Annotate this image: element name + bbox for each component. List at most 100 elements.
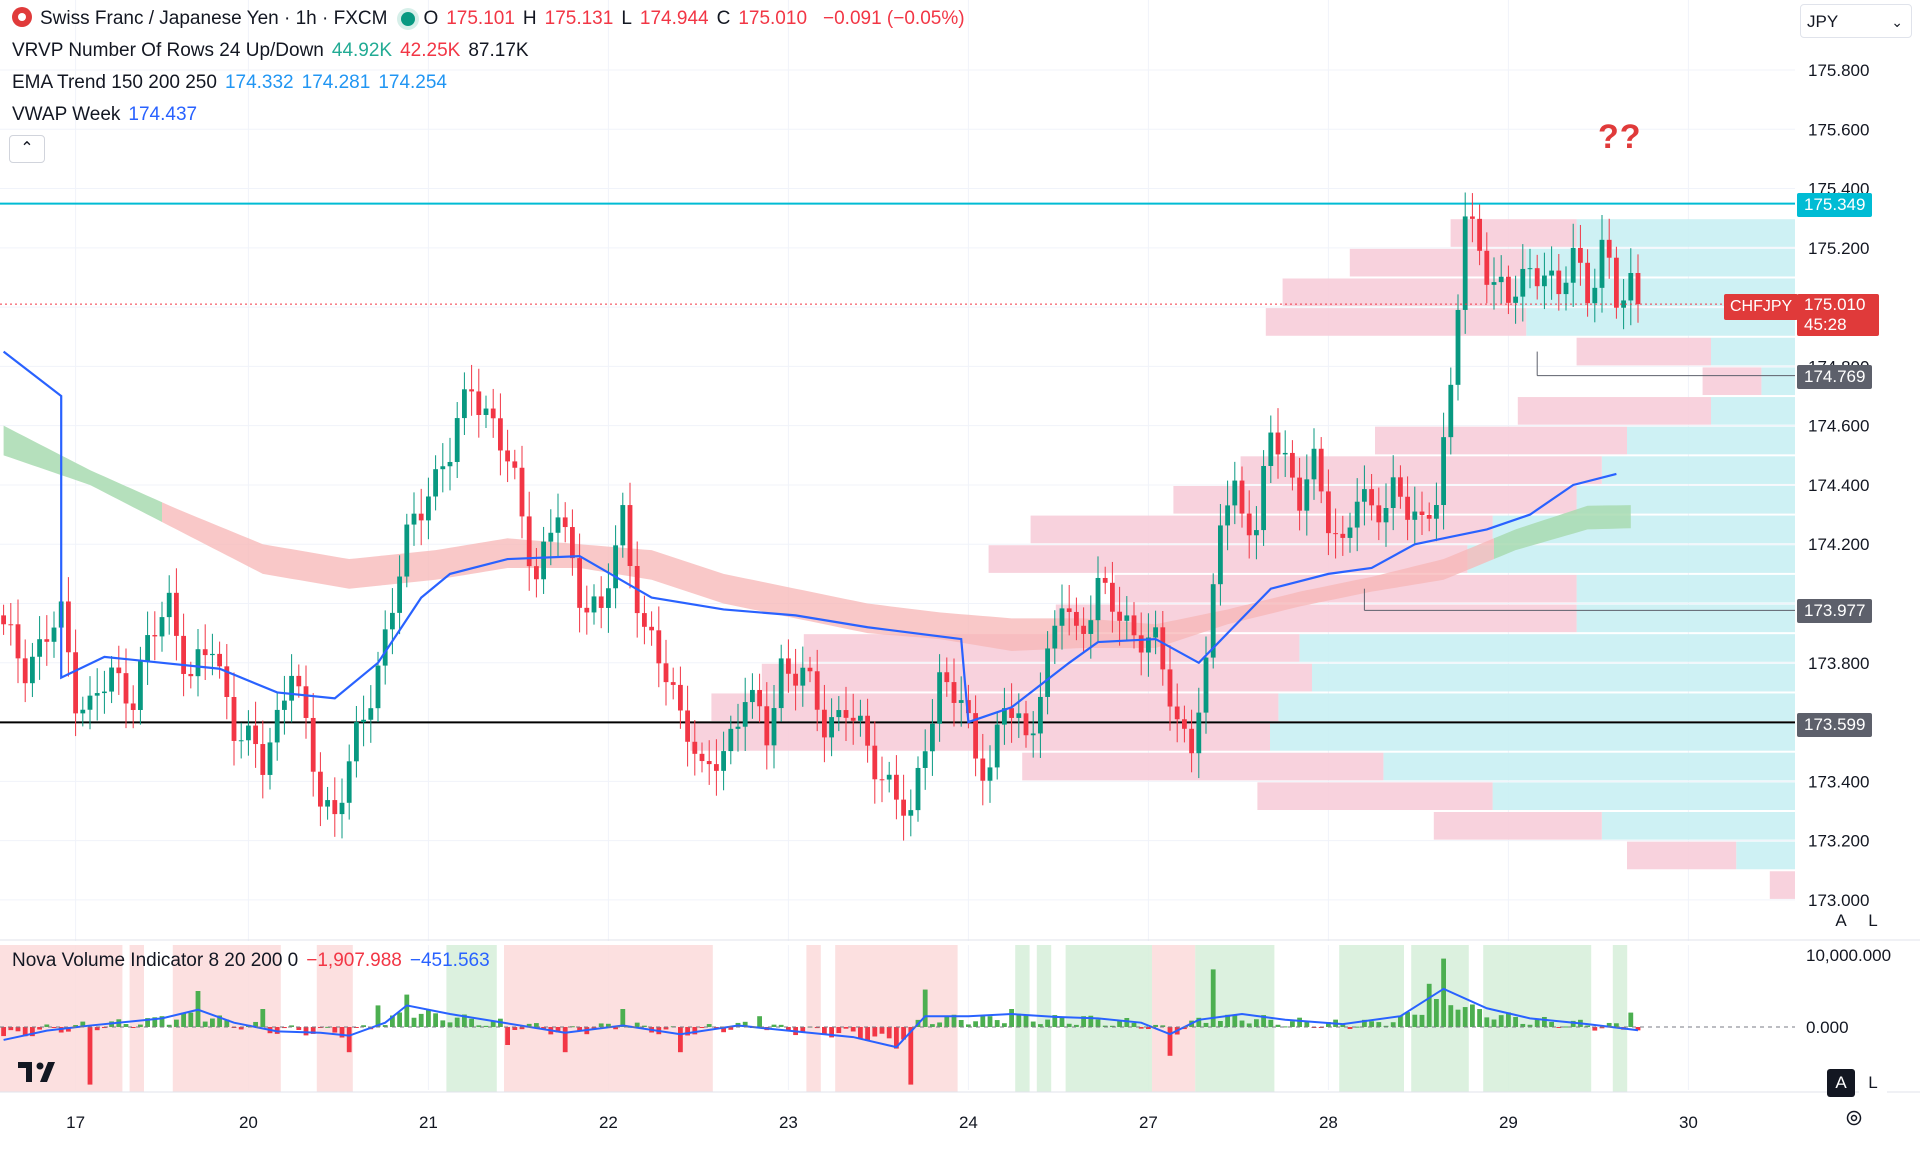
candle-body [814, 671, 820, 710]
nova-histogram-bar [858, 1027, 863, 1039]
indicator-log-scale-button[interactable]: L [1859, 1069, 1887, 1097]
nova-histogram-bar [879, 1027, 885, 1034]
candle-body [1506, 276, 1511, 303]
candle-body [879, 779, 885, 781]
volume-profile-up-bar [1383, 752, 1795, 781]
nova-histogram-bar [490, 1020, 496, 1027]
candle-body [440, 466, 446, 470]
candle-body [930, 723, 935, 752]
candle-body [1441, 437, 1446, 506]
candle-body [433, 469, 438, 497]
nova-histogram-bar [577, 1027, 582, 1032]
nova-histogram-bar [433, 1013, 438, 1027]
candle-body [1434, 505, 1439, 519]
nova-histogram-bar [1297, 1017, 1302, 1027]
candle-body [1333, 533, 1338, 535]
nova-histogram-bar [202, 1021, 208, 1027]
candle-body [166, 592, 172, 618]
candle-body [238, 740, 244, 742]
nova-legend[interactable]: Nova Volume Indicator 8 20 200 0 −1,907.9… [12, 950, 498, 972]
nova-histogram-bar [1268, 1019, 1274, 1027]
ema-legend-row[interactable]: EMA Trend 150 200 250 174.332 174.281 174.2… [12, 67, 455, 99]
currency-select[interactable]: JPY ⌄ [1800, 4, 1912, 38]
nova-histogram-bar [1002, 1023, 1007, 1027]
volume-profile-up-bar [1736, 841, 1795, 870]
time-tick-label: 24 [959, 1113, 978, 1132]
nova-histogram-bar [980, 1015, 986, 1027]
nova-signal-line[interactable] [3, 987, 1639, 1049]
nova-histogram-bar [663, 1027, 669, 1030]
last-price-value: 175.010 [1804, 295, 1866, 314]
volume-profile-down-bar [1282, 278, 1518, 307]
nova-histogram-bar [1146, 1027, 1151, 1030]
candle-body [1232, 480, 1238, 506]
candle-body [1045, 648, 1050, 697]
auto-scale-button[interactable]: A [1827, 907, 1855, 935]
vwap-legend-row[interactable]: VWAP Week 174.437 [12, 99, 205, 131]
log-scale-button[interactable]: L [1859, 907, 1887, 935]
volume-profile-up-bar [1526, 248, 1795, 277]
time-tick-label: 21 [419, 1113, 438, 1132]
nova-histogram-bar [210, 1018, 215, 1027]
vrvp-up-value: 44.92K [331, 40, 393, 61]
ema-band-bullish-recent [1494, 505, 1631, 560]
volume-profile-down-bar [1257, 782, 1493, 810]
ohlc-close: C 175.010 [717, 8, 815, 29]
volume-profile-down-bar [1022, 752, 1384, 781]
nova-histogram-bar [390, 1015, 395, 1027]
candle-body [1167, 669, 1173, 707]
nova-histogram-bar [418, 1013, 424, 1027]
nova-histogram-bar [181, 1012, 186, 1027]
nova-histogram-bar [1038, 1024, 1043, 1027]
nova-tick-label: 10,000.000 [1806, 946, 1891, 965]
nova-histogram-bar [303, 1027, 309, 1036]
nova-regime-bear [316, 945, 353, 1100]
volume-profile-up-bar [1576, 574, 1795, 603]
nova-histogram-bar [289, 1025, 294, 1027]
nova-histogram-bar [894, 1027, 899, 1049]
nova-histogram-bar [1095, 1019, 1101, 1027]
nova-histogram-bar [1477, 1009, 1482, 1027]
candle-body [649, 626, 654, 631]
nova-histogram-bar [1030, 1021, 1036, 1027]
candle-body [1362, 489, 1367, 502]
indicator-auto-scale-button[interactable]: A [1827, 1069, 1855, 1097]
vrvp-legend-row[interactable]: VRVP Number Of Rows 24 Up/Down 44.92K 42.2… [12, 35, 537, 67]
candle-body [267, 742, 273, 775]
volume-profile-down-bar [1349, 248, 1527, 277]
question-annotation[interactable]: ?? [1598, 118, 1642, 156]
time-tick-label: 28 [1319, 1113, 1338, 1132]
vwap-line[interactable] [2, 350, 1617, 724]
ohlc-close-key: C [716, 8, 731, 29]
nova-histogram-bar [1570, 1020, 1576, 1027]
volume-profile-down-bar [711, 693, 1279, 722]
candle-body [1246, 513, 1252, 536]
nova-histogram-bar [1045, 1019, 1050, 1027]
candle-body [397, 576, 402, 613]
volume-profile [690, 219, 1795, 899]
candle-body [462, 389, 467, 419]
candle-body [613, 545, 618, 589]
nova-histogram-bar [1585, 1025, 1590, 1027]
candle-body [973, 713, 978, 759]
candle-body [1268, 432, 1274, 466]
symbol-title[interactable]: Swiss Franc / Japanese Yen · 1h · FXCM [40, 8, 388, 29]
candle-body [1340, 533, 1346, 538]
candle-body [1124, 615, 1130, 621]
nova-histogram-bar [483, 1025, 489, 1027]
gear-icon[interactable] [1845, 1109, 1863, 1127]
price-change: −0.091 (−0.05%) [823, 8, 965, 29]
candle-body [260, 744, 266, 775]
collapse-legend-button[interactable]: ⌃ [9, 135, 45, 163]
candle-body [620, 505, 626, 546]
nova-histogram-bar [771, 1024, 777, 1027]
nova-histogram-bar [282, 1027, 287, 1029]
candle-body [109, 667, 114, 692]
candle-body [850, 717, 856, 721]
candle-body [778, 658, 784, 709]
candle-body [822, 709, 827, 738]
candle-body [22, 658, 28, 684]
logo-part [36, 1062, 44, 1070]
candle-body [1304, 479, 1310, 511]
